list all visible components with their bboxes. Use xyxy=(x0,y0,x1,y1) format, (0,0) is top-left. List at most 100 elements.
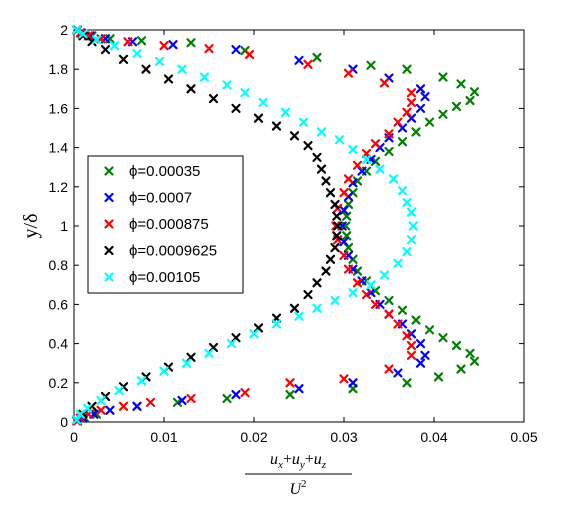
data-point xyxy=(118,54,129,65)
data-points xyxy=(72,25,480,426)
data-point xyxy=(406,88,417,98)
x-tick-label: 0.04 xyxy=(420,429,447,445)
data-point xyxy=(240,88,250,98)
data-point xyxy=(393,319,403,329)
svg-text:ux+uy+uz: ux+uy+uz xyxy=(270,451,327,471)
data-point xyxy=(397,137,408,147)
data-point xyxy=(388,174,399,184)
data-point xyxy=(181,358,192,368)
data-point xyxy=(384,146,394,157)
data-point xyxy=(82,403,93,413)
data-point xyxy=(361,290,372,300)
data-point xyxy=(177,395,187,406)
data-point xyxy=(411,127,421,137)
data-point xyxy=(348,144,358,155)
data-point xyxy=(199,72,210,82)
data-point xyxy=(361,154,372,164)
data-point xyxy=(420,350,430,360)
data-point xyxy=(186,84,196,94)
data-point xyxy=(384,364,394,374)
data-point xyxy=(172,397,183,407)
data-point xyxy=(342,231,352,241)
legend-box xyxy=(87,155,244,294)
data-point xyxy=(438,72,448,82)
data-point xyxy=(330,295,340,306)
data-point xyxy=(397,186,408,196)
legend-marker xyxy=(104,166,114,176)
data-point xyxy=(132,48,142,59)
data-point xyxy=(343,68,354,78)
data-point xyxy=(303,141,313,151)
data-point xyxy=(330,199,340,210)
x-tick-label: 0.03 xyxy=(330,429,357,445)
data-point xyxy=(136,36,147,46)
data-point xyxy=(402,246,412,257)
data-point xyxy=(366,288,376,298)
data-point xyxy=(379,270,390,280)
data-point xyxy=(105,405,115,415)
data-point xyxy=(433,372,444,382)
data-point xyxy=(402,331,412,341)
y-tick-label: 1.6 xyxy=(49,100,69,116)
data-point xyxy=(469,356,480,366)
data-point xyxy=(316,164,327,174)
legend-label: ϕ=0.00105 xyxy=(129,269,200,286)
data-point xyxy=(75,409,85,419)
data-point xyxy=(366,60,376,70)
data-point xyxy=(249,329,259,339)
data-point xyxy=(406,97,417,108)
legend-marker xyxy=(104,245,114,256)
svg-text:U2: U2 xyxy=(289,478,306,498)
data-point xyxy=(343,174,354,184)
data-point xyxy=(393,117,403,127)
data-point xyxy=(406,340,417,351)
data-point xyxy=(406,329,417,339)
data-point xyxy=(78,29,88,39)
x-label-x: x xyxy=(277,459,283,471)
y-tick-label: 1.8 xyxy=(49,61,69,77)
data-point xyxy=(352,160,363,170)
data-point xyxy=(114,386,124,396)
data-point xyxy=(321,176,331,186)
y-tick-label: 1.2 xyxy=(49,179,69,195)
data-point xyxy=(204,348,214,358)
data-point xyxy=(415,103,426,114)
legend: ϕ=0.00035 ϕ=0.0007 ϕ=0.000875 ϕ=0.0009625 ϕ=… xyxy=(87,155,244,294)
data-point xyxy=(289,303,300,313)
legend-marker xyxy=(104,272,114,282)
data-point xyxy=(312,278,322,288)
data-point xyxy=(415,339,426,349)
data-point xyxy=(366,280,376,290)
data-point xyxy=(333,221,343,231)
y-tick-label: 1.4 xyxy=(49,140,69,156)
x-tick-label: 0.05 xyxy=(510,429,537,445)
y-axis-label: y/δ xyxy=(20,214,42,239)
data-point xyxy=(204,44,214,54)
data-point xyxy=(109,41,120,51)
x-axis-label: ux+uy+uz U2 xyxy=(245,451,352,498)
data-point xyxy=(280,107,291,117)
data-point xyxy=(393,258,403,268)
data-point xyxy=(87,401,97,411)
data-point xyxy=(370,299,381,309)
data-point xyxy=(420,92,430,102)
x-label-U: U xyxy=(289,481,302,498)
data-point xyxy=(465,95,475,106)
data-point xyxy=(438,109,448,119)
data-point xyxy=(72,415,82,425)
data-point xyxy=(312,152,322,162)
data-point xyxy=(331,221,341,231)
data-point xyxy=(334,135,345,145)
data-point xyxy=(343,264,354,274)
data-point xyxy=(231,389,241,400)
data-point xyxy=(332,211,342,221)
data-point xyxy=(312,303,322,313)
data-point xyxy=(303,290,313,300)
data-point xyxy=(168,40,178,50)
legend-label: ϕ=0.0009625 xyxy=(129,243,217,260)
data-point xyxy=(348,288,358,298)
data-point xyxy=(408,221,418,231)
data-point xyxy=(456,79,466,89)
data-point xyxy=(370,156,381,166)
data-point xyxy=(321,266,331,276)
